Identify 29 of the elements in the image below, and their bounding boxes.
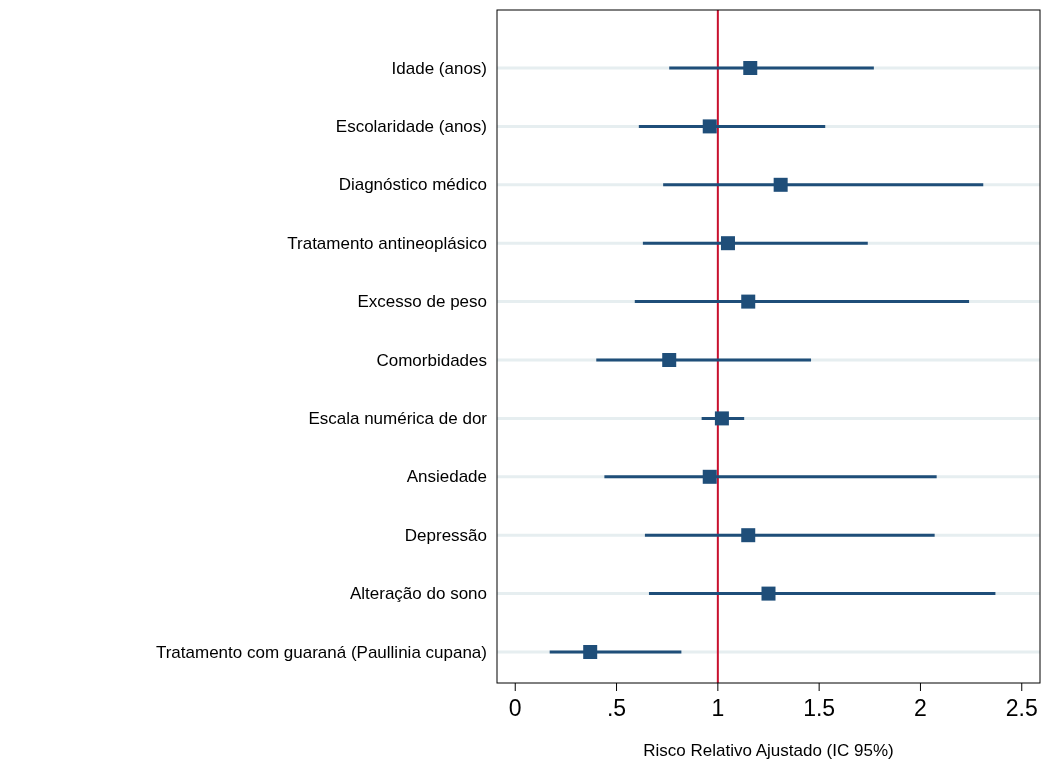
x-tick-label: 2	[914, 695, 927, 721]
y-tick-label: Tratamento com guaraná (Paullinia cupana)	[155, 642, 487, 662]
point	[761, 586, 776, 601]
x-tick-label: 1.5	[803, 695, 836, 721]
y-tick-label: Idade (anos)	[391, 58, 487, 78]
x-axis-title: Risco Relativo Ajustado (IC 95%)	[643, 741, 894, 760]
y-tick-label: Ansiedade	[406, 467, 487, 487]
point	[741, 294, 756, 309]
x-tick-label: 1	[711, 695, 725, 721]
y-tick-label: Excesso de peso	[357, 292, 487, 312]
x-tick-label: 0	[508, 695, 522, 721]
y-tick-label: Comorbidades	[376, 350, 487, 370]
point	[702, 469, 717, 484]
y-tick-label: Escolaridade (anos)	[335, 116, 487, 136]
y-tick-label: Tratamento antineoplásico	[287, 233, 487, 253]
point	[743, 61, 758, 75]
y-tick-label: Alteração do sono	[349, 584, 487, 604]
y-tick-label: Diagnóstico médico	[338, 175, 487, 195]
point	[714, 411, 729, 426]
point	[702, 119, 717, 134]
point	[720, 236, 735, 251]
x-tick-label: .5	[606, 695, 627, 721]
point	[583, 645, 598, 659]
x-tick-label: 2.5	[1005, 695, 1038, 721]
point	[741, 528, 756, 543]
point	[662, 353, 677, 367]
y-tick-label: Escala numérica de dor	[308, 408, 488, 428]
point	[773, 177, 788, 192]
y-tick-label: Depressão	[404, 525, 487, 545]
